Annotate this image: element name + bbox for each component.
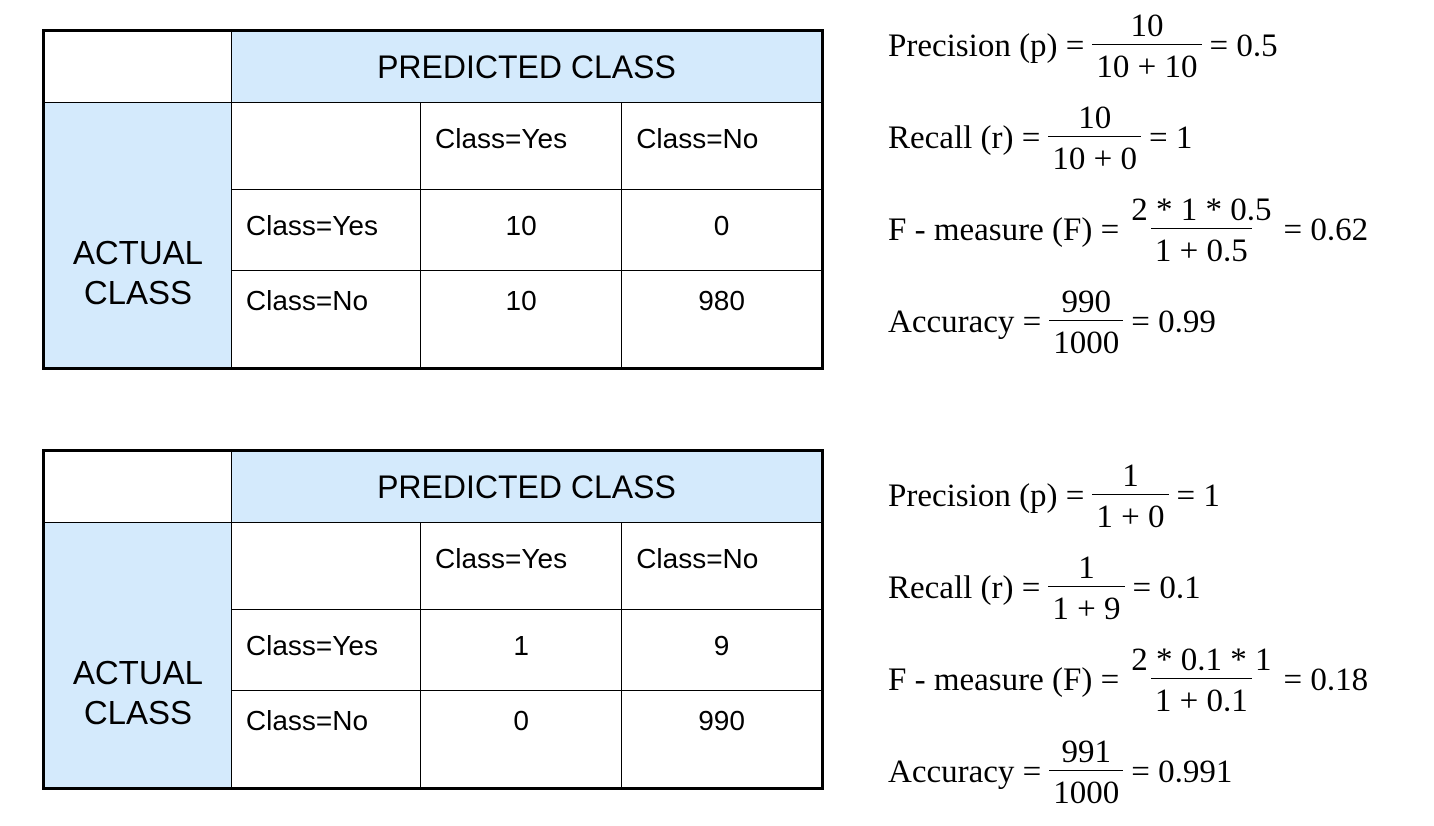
actual-label-line1: ACTUAL (72, 654, 204, 691)
numerator: 991 (1061, 733, 1112, 770)
fraction: 2 * 0.1 * 1 1 + 0.1 (1127, 642, 1275, 719)
denominator: 1 + 0.1 (1150, 677, 1252, 719)
cell-fp: 0 (420, 690, 623, 789)
numerator: 10 (1078, 99, 1112, 136)
empty-corner-cell (43, 450, 232, 523)
fraction: 10 10 + 0 (1048, 100, 1141, 177)
cell-fn: 9 (621, 609, 823, 691)
empty-header-cell (230, 102, 422, 190)
fraction: 10 10 + 10 (1092, 7, 1202, 85)
equation-lhs: F - measure (F) = (888, 661, 1120, 698)
accuracy-equation: Accuracy = 990 1000 = 0.99 (888, 276, 1368, 368)
denominator: 10 + 10 (1092, 43, 1202, 85)
equation-lhs: Precision (p) = (888, 477, 1085, 514)
fraction: 990 1000 (1049, 283, 1124, 361)
fraction: 1 1 + 0 (1092, 457, 1169, 535)
empty-corner-cell (43, 30, 232, 103)
precision-equation: Precision (p) = 1 1 + 0 = 1 (888, 450, 1368, 542)
numerator: 1 (1078, 549, 1095, 586)
fraction: 991 1000 (1049, 733, 1124, 811)
denominator: 10 + 0 (1048, 135, 1141, 177)
equation-rhs: = 0.99 (1131, 303, 1216, 340)
col-header-yes: Class=Yes (420, 102, 623, 190)
numerator: 10 (1130, 7, 1164, 44)
predicted-class-header: PREDICTED CLASS (230, 450, 824, 523)
fraction: 2 * 1 * 0.5 1 + 0.5 (1127, 192, 1275, 269)
confusion-matrix-2: PREDICTED CLASS ACTUAL CLASS Class=Yes C… (42, 449, 824, 790)
f-measure-equation: F - measure (F) = 2 * 0.1 * 1 1 + 0.1 = … (888, 634, 1368, 726)
denominator: 1000 (1049, 319, 1124, 361)
cell-fn: 0 (621, 189, 823, 271)
metrics-formulas-1: Precision (p) = 10 10 + 10 = 0.5 Recall … (888, 0, 1368, 368)
cell-tp: 10 (420, 189, 623, 271)
equation-lhs: Precision (p) = (888, 27, 1085, 64)
actual-label-line2: CLASS (83, 274, 193, 311)
equation-rhs: = 0.1 (1132, 569, 1201, 606)
equation-lhs: Accuracy = (888, 303, 1042, 340)
equation-lhs: Recall (r) = (888, 569, 1041, 606)
f-measure-equation: F - measure (F) = 2 * 1 * 0.5 1 + 0.5 = … (888, 184, 1368, 276)
recall-equation: Recall (r) = 1 1 + 9 = 0.1 (888, 542, 1368, 634)
row-label-yes: Class=Yes (230, 189, 422, 271)
equation-rhs: = 0.62 (1283, 211, 1369, 248)
predicted-class-header: PREDICTED CLASS (230, 30, 824, 103)
equation-rhs: = 0.991 (1131, 753, 1233, 790)
denominator: 1000 (1049, 769, 1124, 811)
row-label-no: Class=No (230, 690, 422, 789)
actual-class-header: ACTUAL CLASS (43, 102, 232, 369)
col-header-yes: Class=Yes (420, 522, 623, 610)
cell-tn: 980 (621, 270, 823, 369)
actual-label-line2: CLASS (83, 694, 193, 731)
precision-equation: Precision (p) = 10 10 + 10 = 0.5 (888, 0, 1368, 92)
equation-rhs: = 1 (1176, 477, 1220, 514)
equation-lhs: F - measure (F) = (888, 211, 1120, 248)
actual-class-header: ACTUAL CLASS (43, 522, 232, 789)
recall-equation: Recall (r) = 10 10 + 0 = 1 (888, 92, 1368, 184)
metrics-formulas-2: Precision (p) = 1 1 + 0 = 1 Recall (r) =… (888, 450, 1368, 818)
cell-tp: 1 (420, 609, 623, 691)
accuracy-equation: Accuracy = 991 1000 = 0.991 (888, 726, 1368, 818)
numerator: 1 (1122, 457, 1139, 494)
row-label-yes: Class=Yes (230, 609, 422, 691)
empty-header-cell (230, 522, 422, 610)
fraction: 1 1 + 9 (1048, 549, 1125, 627)
equation-lhs: Accuracy = (888, 753, 1042, 790)
denominator: 1 + 0 (1092, 493, 1169, 535)
numerator: 2 * 1 * 0.5 (1131, 191, 1272, 228)
numerator: 2 * 0.1 * 1 (1131, 641, 1272, 678)
col-header-no: Class=No (621, 102, 823, 190)
denominator: 1 + 9 (1048, 585, 1125, 627)
confusion-matrix-1: PREDICTED CLASS ACTUAL CLASS Class=Yes C… (42, 29, 824, 370)
equation-rhs: = 0.18 (1283, 661, 1369, 698)
col-header-no: Class=No (621, 522, 823, 610)
cell-tn: 990 (621, 690, 823, 789)
numerator: 990 (1061, 283, 1112, 320)
actual-label-line1: ACTUAL (72, 234, 204, 271)
row-label-no: Class=No (230, 270, 422, 369)
equation-lhs: Recall (r) = (888, 119, 1041, 156)
denominator: 1 + 0.5 (1150, 227, 1252, 269)
cell-fp: 10 (420, 270, 623, 369)
equation-rhs: = 1 (1149, 119, 1193, 156)
equation-rhs: = 0.5 (1209, 27, 1278, 64)
